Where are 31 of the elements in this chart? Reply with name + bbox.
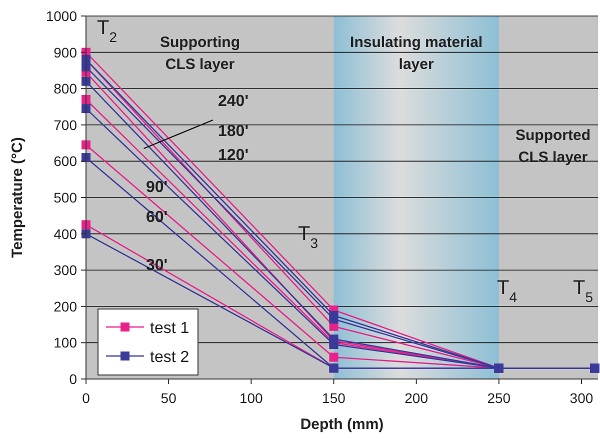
y-axis-title: Temperature (°C) bbox=[9, 137, 26, 258]
x-axis-title: Depth (mm) bbox=[300, 416, 384, 433]
y-tick-label: 300 bbox=[54, 262, 78, 278]
x-tick-label: 250 bbox=[487, 390, 511, 406]
annotation: 90' bbox=[146, 179, 168, 196]
y-tick-label: 1000 bbox=[46, 8, 78, 24]
x-tick-label: 100 bbox=[239, 390, 264, 406]
y-tick-label: 0 bbox=[69, 371, 78, 387]
annotation: Supporting CLS layer bbox=[160, 34, 240, 73]
y-tick-label: 100 bbox=[54, 334, 78, 351]
x-tick-label: 0 bbox=[82, 390, 90, 406]
annotation: T$_{2}$ bbox=[97, 17, 118, 45]
y-tick-label: 500 bbox=[54, 190, 78, 206]
x-tick-label: 50 bbox=[160, 390, 177, 406]
annotation: T$_{4}$ bbox=[497, 277, 518, 305]
x-tick-label: 200 bbox=[404, 390, 428, 406]
y-tick-label: 900 bbox=[54, 44, 78, 60]
y-tick-label: 200 bbox=[54, 298, 78, 314]
legend-label: test 1 bbox=[150, 320, 190, 337]
x-tick-label: 300 bbox=[570, 390, 594, 406]
y-tick-label: 400 bbox=[54, 226, 78, 242]
x-tick-label: 150 bbox=[322, 390, 346, 406]
annotation: 180' bbox=[218, 123, 248, 140]
band-label: Insulating material layer bbox=[350, 34, 483, 73]
legend-label: test 2 bbox=[150, 349, 190, 366]
annotation: 120' bbox=[218, 147, 248, 164]
y-tick-label: 600 bbox=[54, 153, 78, 170]
annotation: T$_{5}$ bbox=[573, 277, 594, 305]
y-tick-label: 700 bbox=[54, 116, 78, 133]
annotation: 240' bbox=[218, 93, 248, 110]
y-tick-label: 800 bbox=[54, 80, 78, 97]
